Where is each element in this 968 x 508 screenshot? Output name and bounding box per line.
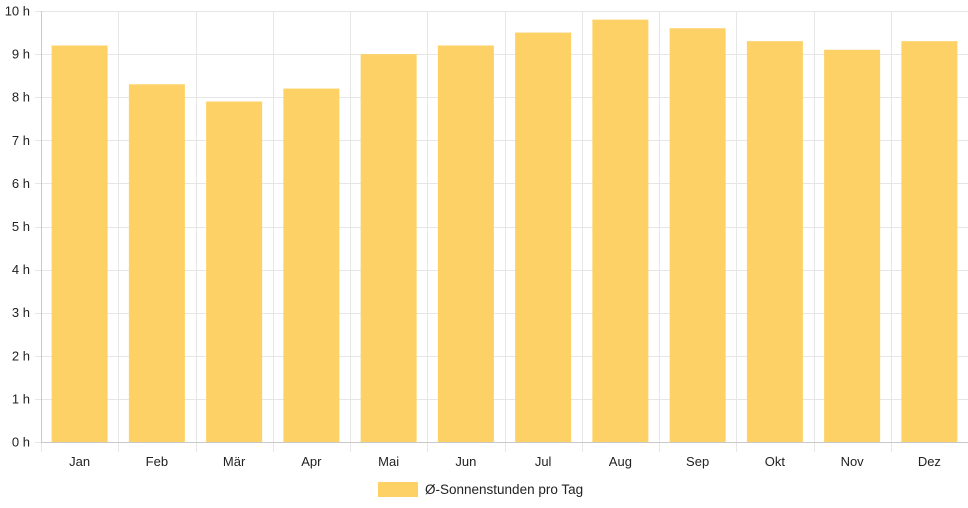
bar-mär[interactable] xyxy=(206,101,263,442)
x-tick-label: Jun xyxy=(455,454,476,469)
y-tick-label: 1 h xyxy=(12,391,30,406)
bar-feb[interactable] xyxy=(128,84,185,443)
bar-apr[interactable] xyxy=(283,88,340,442)
bar-sep[interactable] xyxy=(669,28,726,443)
grid-lines xyxy=(35,11,968,452)
x-tick-label: Feb xyxy=(146,454,168,469)
bar-jun[interactable] xyxy=(437,45,494,442)
y-tick-label: 7 h xyxy=(12,133,30,148)
bar-okt[interactable] xyxy=(746,41,803,443)
x-tick-label: Jul xyxy=(535,454,552,469)
x-tick-label: Aug xyxy=(609,454,632,469)
legend-swatch xyxy=(378,482,418,497)
y-tick-label: 8 h xyxy=(12,90,30,105)
x-tick-label: Sep xyxy=(686,454,709,469)
x-tick-label: Nov xyxy=(841,454,865,469)
bars xyxy=(51,19,958,443)
legend[interactable]: Ø-Sonnenstunden pro Tag xyxy=(378,482,583,497)
x-tick-label: Mär xyxy=(223,454,246,469)
y-tick-label: 4 h xyxy=(12,262,30,277)
x-tick-labels: Jan Feb Mär Apr Mai Jun Jul Aug Sep Okt Nov Dez xyxy=(69,454,941,469)
y-tick-label: 10 h xyxy=(5,4,30,19)
bar-dez[interactable] xyxy=(901,41,958,443)
y-tick-labels: 0 h 1 h 2 h 3 h 4 h 5 h 6 h 7 h 8 h 9 h 10 h xyxy=(5,4,30,450)
bar-aug[interactable] xyxy=(592,19,649,443)
y-tick-label: 5 h xyxy=(12,219,30,234)
bar-nov[interactable] xyxy=(824,49,881,442)
y-tick-label: 9 h xyxy=(12,47,30,62)
bar-mai[interactable] xyxy=(360,54,417,442)
x-tick-label: Jan xyxy=(69,454,90,469)
axes xyxy=(41,11,968,443)
y-tick-label: 6 h xyxy=(12,176,30,191)
y-tick-label: 2 h xyxy=(12,348,30,363)
y-tick-label: 0 h xyxy=(12,435,30,450)
y-tick-label: 3 h xyxy=(12,305,30,320)
bar-jan[interactable] xyxy=(51,45,108,442)
x-tick-label: Mai xyxy=(378,454,399,469)
x-tick-label: Okt xyxy=(765,454,786,469)
bar-jul[interactable] xyxy=(515,32,572,443)
x-tick-label: Apr xyxy=(301,454,322,469)
legend-label: Ø-Sonnenstunden pro Tag xyxy=(425,482,583,497)
x-tick-label: Dez xyxy=(918,454,941,469)
